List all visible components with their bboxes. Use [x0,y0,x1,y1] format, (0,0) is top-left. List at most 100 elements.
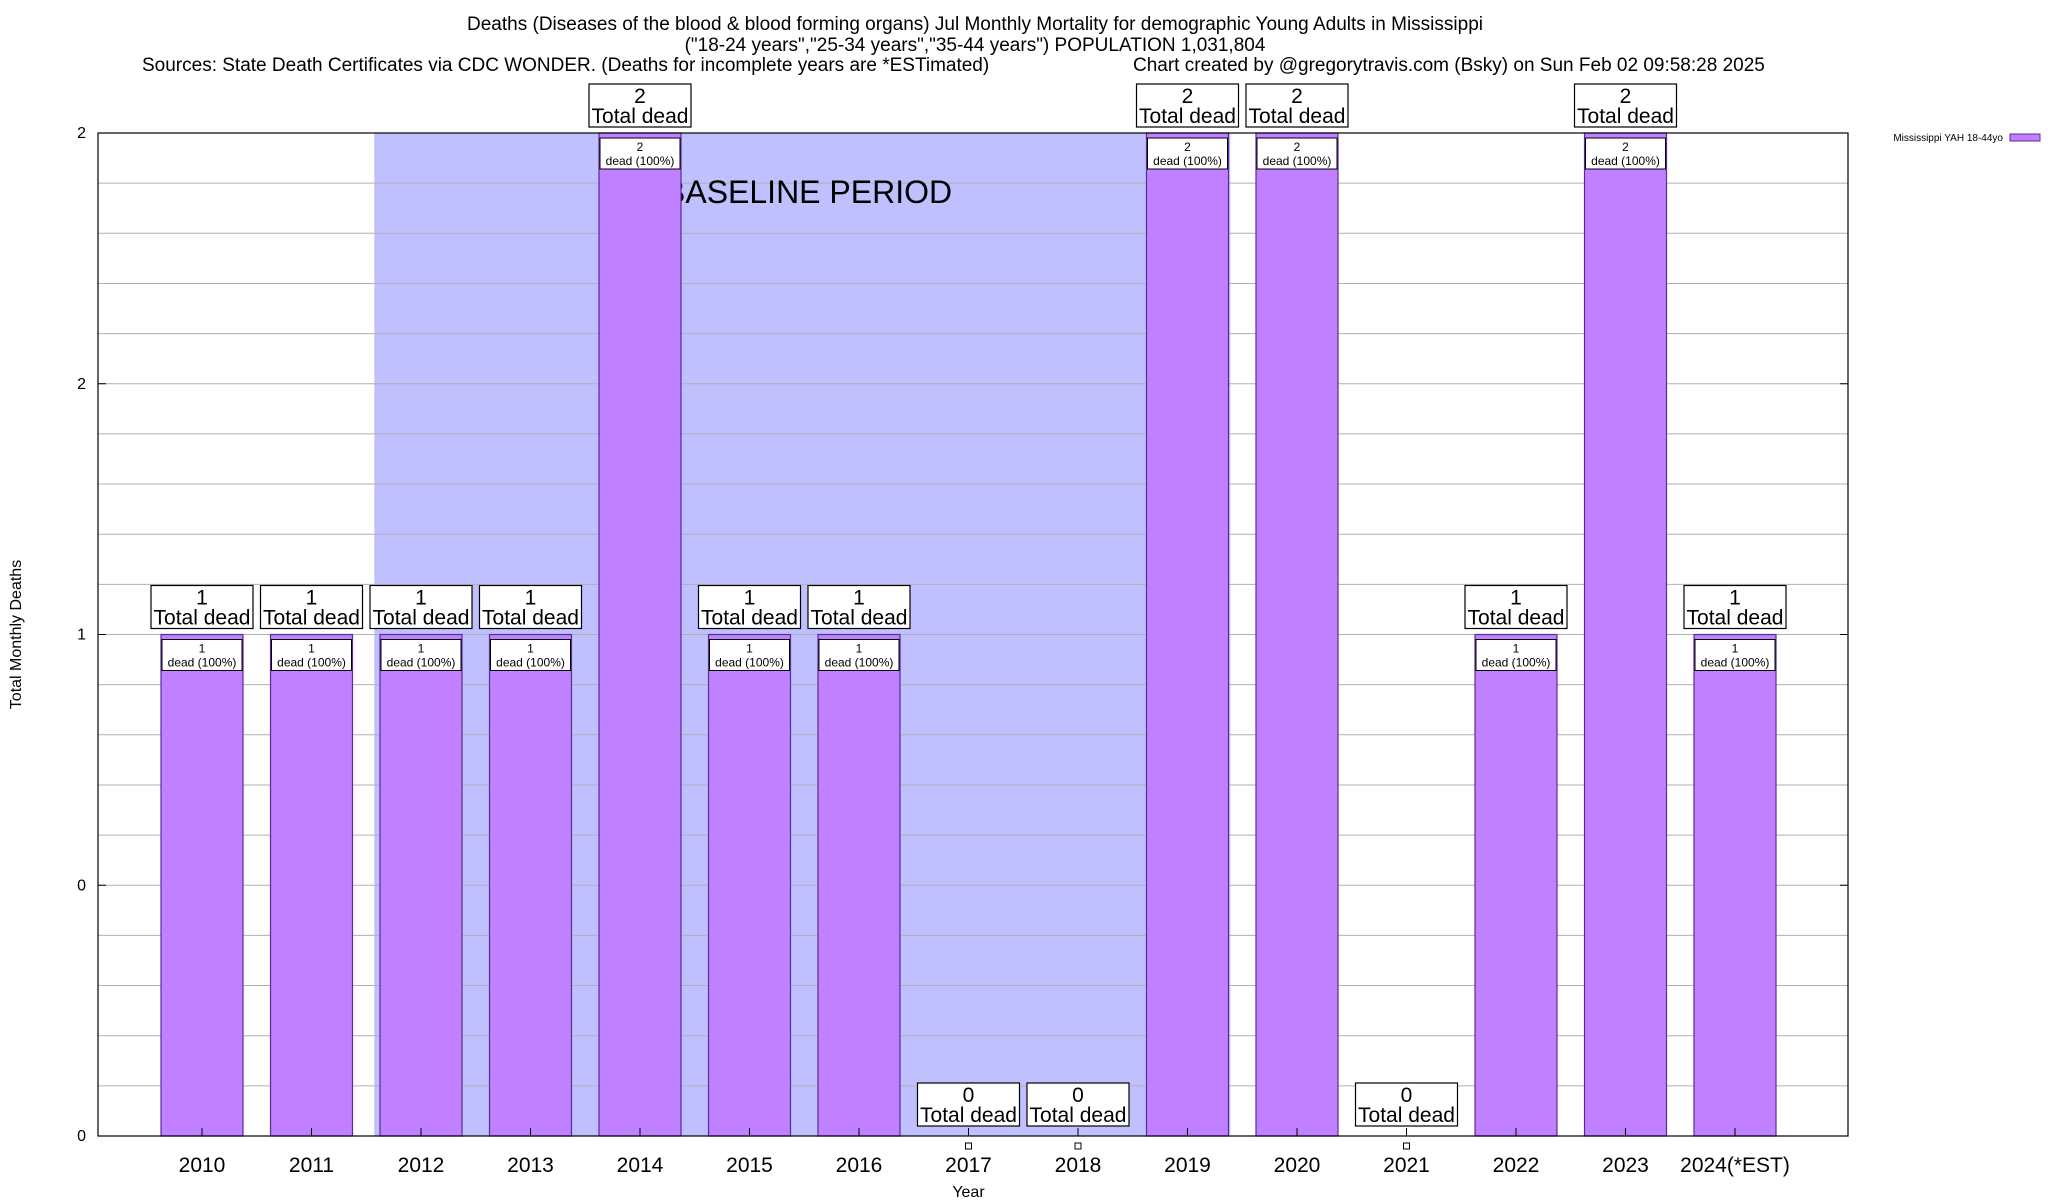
total-dead-box [1683,584,1787,630]
plot-frame [97,132,1849,1137]
total-dead-label: Total dead [1468,607,1565,630]
total-dead-label: Total dead [1577,105,1674,128]
x-tick-label: 2023 [1602,1154,1649,1177]
bar-percent-label: dead (100%) [1701,656,1770,670]
total-dead-label: Total dead [1358,1104,1455,1127]
total-dead-label: Total dead [482,607,579,630]
bar-percent-label: dead (100%) [1153,154,1222,168]
baseline-period-label: BASELINE PERIOD [664,174,952,210]
x-tick-label: 2018 [1055,1154,1102,1177]
chart-sources: Sources: State Death Certificates via CD… [142,55,990,76]
total-dead-value: 1 [1510,587,1522,610]
bar-value-label: 1 [856,642,863,656]
bar-percent-label: dead (100%) [277,656,346,670]
total-dead-value: 0 [1401,1084,1413,1107]
total-dead-box [1573,83,1678,128]
bar-value-label: 1 [418,642,425,656]
total-dead-label: Total dead [1030,1104,1127,1127]
total-dead-value: 1 [1729,587,1741,610]
y-tick-label: 2 [77,125,86,142]
bar-percent-label: dead (100%) [825,656,894,670]
total-dead-label: Total dead [811,607,908,630]
y-tick-label: 0 [77,877,86,894]
bar [707,633,792,1137]
y-tick-label: 2 [77,376,86,393]
total-dead-label: Total dead [154,607,251,630]
bar-percent-label: dead (100%) [606,154,675,168]
bar [1583,132,1668,1137]
total-dead-value: 1 [196,587,208,610]
total-dead-box [478,584,583,630]
total-dead-box [369,584,473,630]
x-tick-label: 2020 [1274,1154,1321,1177]
total-dead-box [1464,584,1568,630]
total-dead-label: Total dead [1687,607,1784,630]
bar-label-box [1256,137,1338,170]
zero-marker [1403,1142,1410,1150]
x-tick-label: 2016 [836,1154,883,1177]
bar-percent-label: dead (100%) [1591,154,1660,168]
total-dead-box [1026,1082,1130,1127]
bar-label-box [818,639,900,671]
bar-label-box [1147,137,1228,170]
legend-swatch [2009,133,2041,142]
bar-value-label: 1 [308,642,315,656]
total-dead-value: 2 [1620,85,1632,108]
total-dead-box [259,584,364,630]
total-dead-value: 1 [853,587,865,610]
bar-value-label: 2 [637,140,644,154]
bar [269,633,354,1137]
total-dead-label: Total dead [701,607,798,630]
total-dead-value: 1 [525,587,537,610]
bar [1145,132,1230,1137]
chart-title: Deaths (Diseases of the blood & blood fo… [467,14,1483,35]
y-axis-label: Total Monthly Deaths [8,560,25,709]
x-axis-label: Year [952,1184,985,1200]
bar-percent-label: dead (100%) [1482,656,1551,670]
bar-label-box [490,639,571,671]
x-tick-label: 2011 [289,1154,334,1177]
total-dead-box [150,584,254,630]
x-tick-label: 2024(*EST) [1680,1154,1790,1177]
total-dead-value: 1 [415,587,427,610]
bar [160,633,244,1137]
total-dead-label: Total dead [592,105,689,128]
bar-value-label: 2 [1184,140,1191,154]
bar-percent-label: dead (100%) [715,656,784,670]
bar [1255,132,1339,1137]
bar-percent-label: dead (100%) [387,656,456,670]
total-dead-value: 0 [1072,1084,1084,1107]
legend-label: Mississippi YAH 18-44yo [1893,133,2003,144]
bar [598,132,682,1137]
bar-value-label: 1 [1732,642,1739,656]
total-dead-value: 2 [634,85,646,108]
total-dead-label: Total dead [920,1104,1017,1127]
bar-percent-label: dead (100%) [496,656,565,670]
x-tick-label: 2012 [398,1154,445,1177]
total-dead-value: 2 [1182,85,1194,108]
bar-label-box [709,639,790,671]
x-tick-label: 2017 [945,1154,992,1177]
total-dead-box [1245,83,1349,128]
bar-value-label: 2 [1294,140,1301,154]
chart-credit: Chart created by @gregorytravis.com (Bsk… [1133,55,1765,76]
bar-value-label: 2 [1622,140,1629,154]
total-dead-box [916,1082,1021,1127]
x-tick-label: 2013 [507,1154,554,1177]
x-tick-label: 2021 [1383,1154,1430,1177]
bar [488,633,573,1137]
bar [817,633,901,1137]
zero-marker [1074,1142,1082,1150]
total-dead-value: 1 [744,587,756,610]
total-dead-value: 1 [306,587,318,610]
y-tick-label: 0 [77,1128,86,1145]
bar-value-label: 1 [1513,642,1520,656]
bar [379,633,463,1137]
total-dead-label: Total dead [1139,105,1236,128]
total-dead-box [1135,83,1240,128]
total-dead-value: 2 [1291,85,1303,108]
total-dead-label: Total dead [373,607,470,630]
bar-value-label: 1 [527,642,534,656]
bar-label-box [161,639,243,671]
